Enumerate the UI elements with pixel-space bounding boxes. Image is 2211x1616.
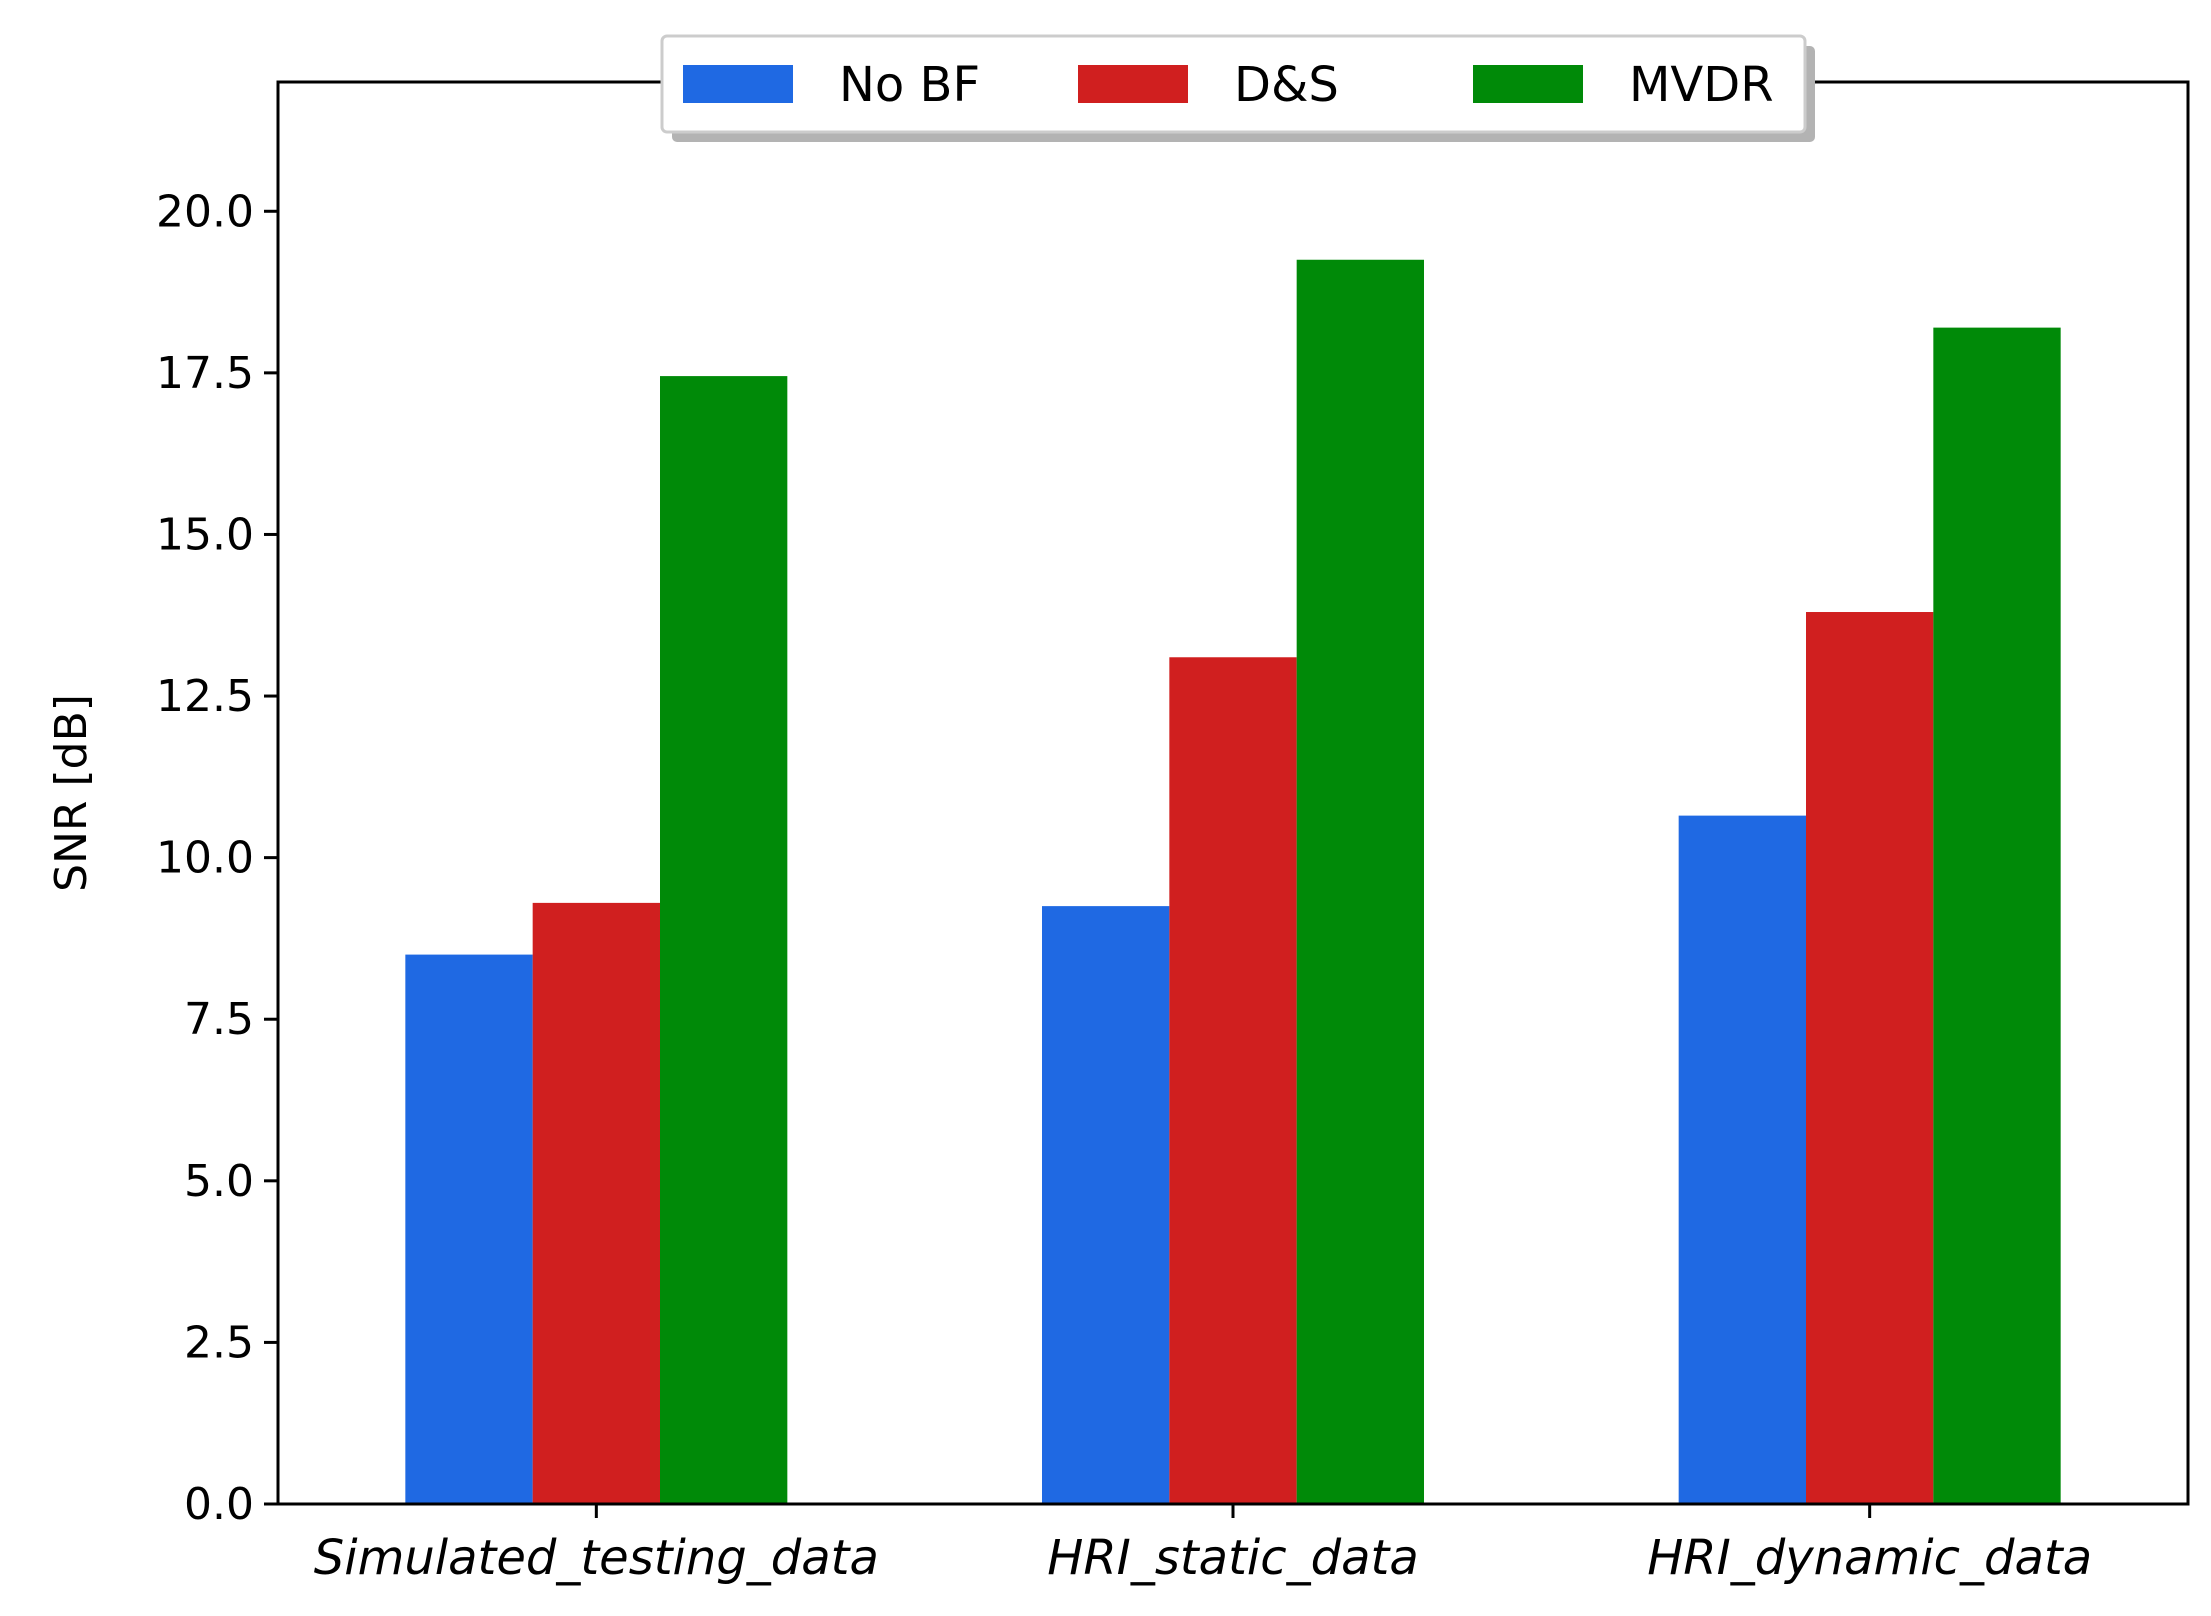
legend-swatch-2 [1473, 65, 1583, 103]
x-tick-label: HRI_dynamic_data [1647, 1530, 2092, 1586]
bars-layer [405, 259, 2061, 1505]
y-axis: 0.0 2.5 5.0 7.5 10.0 12.5 15.0 17.5 20.0 [156, 186, 278, 1530]
bar-d-s-1 [1169, 657, 1297, 1504]
bar-d-s-0 [532, 902, 660, 1504]
bar-mvdr-0 [660, 376, 788, 1504]
x-tick-label: HRI_static_data [1047, 1530, 1419, 1586]
x-axis: Simulated_testing_data HRI_static_data HRI… [314, 1504, 2092, 1586]
y-tick-label: 12.5 [156, 671, 254, 722]
y-tick-label: 17.5 [156, 348, 254, 399]
y-axis-label: SNR [dB] [46, 694, 97, 892]
legend-swatch-1 [1078, 65, 1188, 103]
bar-no-bf-1 [1042, 906, 1170, 1504]
y-tick-label: 20.0 [156, 186, 254, 237]
bar-no-bf-0 [405, 954, 533, 1504]
y-tick-label: 0.0 [184, 1479, 254, 1530]
y-tick-label: 7.5 [184, 994, 254, 1045]
x-tick-label: Simulated_testing_data [314, 1530, 879, 1586]
bar-mvdr-1 [1296, 259, 1424, 1504]
bar-d-s-2 [1806, 612, 1934, 1504]
y-tick-label: 5.0 [184, 1156, 254, 1207]
y-tick-label: 2.5 [184, 1317, 254, 1368]
legend-label-1: D&S [1234, 57, 1339, 113]
bar-no-bf-2 [1678, 815, 1806, 1504]
y-tick-label: 15.0 [156, 509, 254, 560]
y-tick-label: 10.0 [156, 833, 254, 884]
legend-box [660, 34, 1807, 134]
legend-label-0: No BF [839, 57, 980, 113]
legend-swatch-0 [683, 65, 793, 103]
legend-label-2: MVDR [1629, 57, 1774, 113]
bar-mvdr-2 [1933, 327, 2061, 1505]
legend: No BF D&S MVDR [660, 34, 1815, 142]
